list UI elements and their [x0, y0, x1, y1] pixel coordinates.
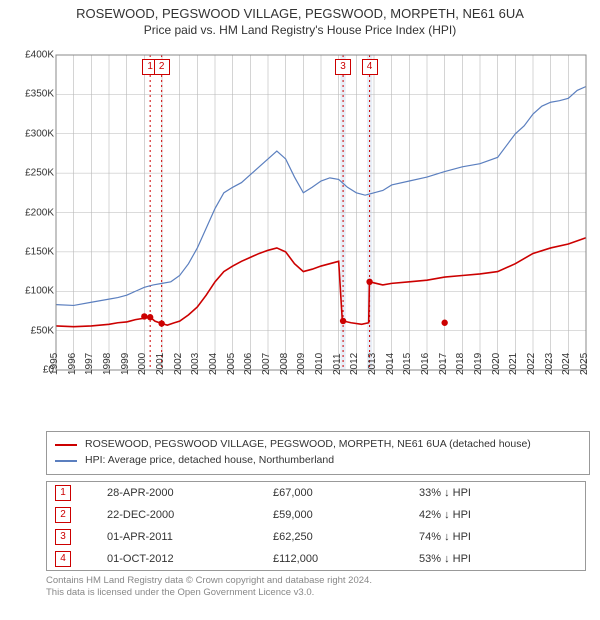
x-tick-label: 2012 [349, 353, 360, 375]
x-tick-label: 2013 [367, 353, 378, 375]
x-tick-label: 2022 [526, 353, 537, 375]
x-tick-label: 2006 [243, 353, 254, 375]
legend-label: HPI: Average price, detached house, Nort… [85, 453, 334, 469]
x-tick-label: 2002 [173, 353, 184, 375]
y-tick-label: £250K [14, 168, 54, 179]
x-tick-label: 2018 [455, 353, 466, 375]
chart-area: £0£50K£100K£150K£200K£250K£300K£350K£400… [10, 45, 590, 425]
event-marker-labels: 1234 [10, 45, 590, 75]
y-axis-ticks: £0£50K£100K£150K£200K£250K£300K£350K£400… [10, 45, 54, 380]
x-tick-label: 2019 [473, 353, 484, 375]
x-tick-label: 1996 [67, 353, 78, 375]
event-delta: 74% ↓ HPI [411, 526, 586, 548]
event-price: £62,250 [265, 526, 411, 548]
x-tick-label: 1997 [84, 353, 95, 375]
legend-swatch [55, 460, 77, 462]
legend-row: HPI: Average price, detached house, Nort… [55, 453, 581, 469]
y-tick-label: £300K [14, 128, 54, 139]
attribution-line: Contains HM Land Registry data © Crown c… [46, 575, 590, 587]
x-tick-label: 2000 [137, 353, 148, 375]
event-marker-box: 2 [154, 59, 170, 75]
event-date: 01-APR-2011 [99, 526, 265, 548]
x-tick-label: 2016 [420, 353, 431, 375]
x-tick-label: 2008 [279, 353, 290, 375]
event-date: 28-APR-2000 [99, 481, 265, 504]
event-delta: 53% ↓ HPI [411, 548, 586, 571]
event-date: 01-OCT-2012 [99, 548, 265, 571]
y-tick-label: £0 [14, 365, 54, 376]
chart-title-line2: Price paid vs. HM Land Registry's House … [0, 23, 600, 37]
x-tick-label: 2014 [385, 353, 396, 375]
x-tick-label: 1999 [120, 353, 131, 375]
y-tick-label: £50K [14, 325, 54, 336]
attribution-line: This data is licensed under the Open Gov… [46, 587, 590, 599]
events-table-row: 4 01-OCT-2012£112,00053% ↓ HPI [47, 548, 586, 571]
x-tick-label: 1998 [102, 353, 113, 375]
event-delta: 33% ↓ HPI [411, 481, 586, 504]
legend-box: ROSEWOOD, PEGSWOOD VILLAGE, PEGSWOOD, MO… [46, 431, 590, 475]
x-tick-label: 2004 [208, 353, 219, 375]
x-tick-label: 2007 [261, 353, 272, 375]
event-number-box: 4 [55, 551, 71, 567]
legend-row: ROSEWOOD, PEGSWOOD VILLAGE, PEGSWOOD, MO… [55, 437, 581, 453]
event-price: £112,000 [265, 548, 411, 571]
events-table: 1 28-APR-2000£67,00033% ↓ HPI 2 22-DEC-2000… [46, 481, 586, 571]
event-date: 22-DEC-2000 [99, 504, 265, 526]
x-tick-label: 2020 [491, 353, 502, 375]
legend-swatch [55, 444, 77, 446]
x-tick-label: 2024 [561, 353, 572, 375]
event-delta: 42% ↓ HPI [411, 504, 586, 526]
y-tick-label: £350K [14, 89, 54, 100]
y-tick-label: £150K [14, 246, 54, 257]
x-tick-label: 2025 [579, 353, 590, 375]
attribution-text: Contains HM Land Registry data © Crown c… [46, 575, 590, 600]
y-tick-label: £200K [14, 207, 54, 218]
event-price: £59,000 [265, 504, 411, 526]
x-tick-label: 2011 [332, 353, 343, 375]
x-tick-label: 2001 [155, 353, 166, 375]
x-tick-label: 2017 [438, 353, 449, 375]
x-axis-ticks: 1995199619971998199920002001200220032004… [10, 375, 590, 423]
x-tick-label: 2010 [314, 353, 325, 375]
event-marker-box: 3 [335, 59, 351, 75]
x-tick-label: 2009 [296, 353, 307, 375]
x-tick-label: 2005 [226, 353, 237, 375]
legend-label: ROSEWOOD, PEGSWOOD VILLAGE, PEGSWOOD, MO… [85, 437, 531, 453]
chart-title-line1: ROSEWOOD, PEGSWOOD VILLAGE, PEGSWOOD, MO… [0, 6, 600, 21]
event-number-box: 3 [55, 529, 71, 545]
x-tick-label: 2015 [402, 353, 413, 375]
event-number-box: 1 [55, 485, 71, 501]
events-table-row: 1 28-APR-2000£67,00033% ↓ HPI [47, 481, 586, 504]
chart-title-block: ROSEWOOD, PEGSWOOD VILLAGE, PEGSWOOD, MO… [0, 0, 600, 37]
event-marker-box: 4 [362, 59, 378, 75]
x-tick-label: 2021 [508, 353, 519, 375]
event-price: £67,000 [265, 481, 411, 504]
plot-svg [10, 45, 590, 380]
x-tick-label: 2003 [190, 353, 201, 375]
events-table-row: 3 01-APR-2011£62,25074% ↓ HPI [47, 526, 586, 548]
y-tick-label: £100K [14, 286, 54, 297]
x-tick-label: 1995 [49, 353, 60, 375]
x-tick-label: 2023 [544, 353, 555, 375]
events-table-row: 2 22-DEC-2000£59,00042% ↓ HPI [47, 504, 586, 526]
event-number-box: 2 [55, 507, 71, 523]
